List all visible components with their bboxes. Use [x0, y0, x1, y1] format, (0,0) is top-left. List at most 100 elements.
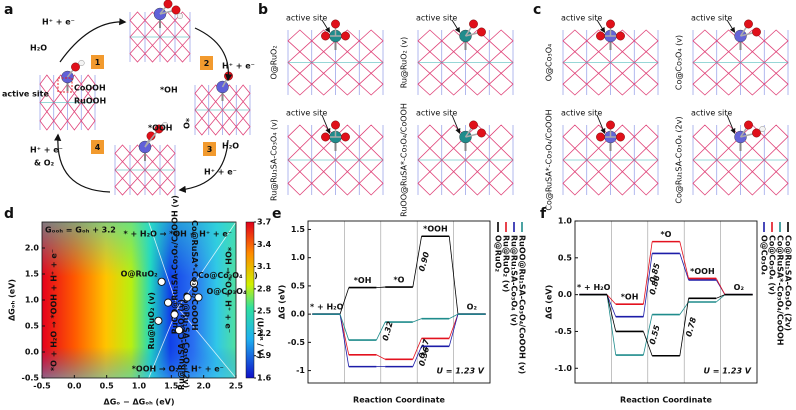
bond: [159, 177, 176, 196]
bond: [464, 171, 490, 196]
level-connector: [606, 294, 617, 317]
gap-label: 0.55: [648, 324, 662, 346]
pointer-arrow: [726, 114, 736, 134]
oxygen-atom: [469, 120, 478, 130]
level-connector: [643, 241, 653, 305]
cycle-arrow: [59, 18, 127, 63]
structure-label: Ru@RuO₂ (v): [400, 37, 409, 89]
bond: [488, 72, 514, 96]
cycle-arrow: [194, 27, 233, 82]
oxygen-atom: [596, 132, 605, 142]
crystal-lattice: [692, 124, 789, 196]
cycle-arrow: [54, 133, 111, 193]
y-tick-label: 1.5: [291, 225, 306, 234]
level-connector: [643, 331, 653, 356]
oxygen-atom: [331, 120, 340, 130]
x-axis-label: Reaction Coordinate: [620, 396, 712, 405]
hydrogen-atom: [759, 125, 766, 132]
point-label: Co@Co₃O₄ (v): [198, 271, 258, 280]
level-connector: [376, 286, 386, 289]
bond: [763, 72, 789, 96]
level-connector: [448, 314, 459, 347]
gap-label: 0.78: [684, 316, 698, 338]
structure-label: Co@Co₃O₄ (v): [675, 35, 684, 90]
point-label: Ru@RuO₂ (v): [147, 292, 156, 349]
data-point: [183, 293, 192, 302]
y-tick-label: 1.5: [25, 270, 40, 279]
step-number: 4: [95, 143, 101, 152]
gap-label: 0.32: [381, 320, 395, 342]
region-boundary: [148, 221, 179, 308]
y-tick-label: -1.0: [555, 364, 573, 373]
oxygen-atom: [331, 19, 340, 29]
bond: [763, 171, 789, 196]
level-connector: [412, 318, 422, 323]
bond: [417, 124, 443, 149]
data-point: [194, 293, 203, 302]
step-label: *OH: [621, 293, 639, 302]
y-tick-label: -0.5: [288, 338, 306, 347]
bond: [194, 84, 210, 103]
colorbar-tick-label: 2.5: [257, 307, 272, 316]
step-label: * + H₂O: [577, 283, 611, 292]
bond: [129, 11, 146, 30]
bond: [692, 72, 718, 96]
bond: [562, 29, 588, 53]
bond: [287, 124, 313, 149]
step-number: 2: [204, 59, 210, 68]
y-tick-label: 0.5: [25, 322, 40, 331]
level-connector: [716, 294, 726, 299]
active-site-label: active site: [691, 109, 732, 118]
bond: [144, 44, 161, 63]
panel-label: b: [258, 2, 268, 18]
level-connector: [715, 294, 726, 303]
legend-label: O@RuO₂: [494, 235, 503, 272]
bond: [692, 171, 718, 196]
bond: [441, 171, 467, 196]
cycle-label: H₂O: [30, 44, 47, 53]
oxygen-atom: [321, 31, 330, 41]
cycle-label: *O: [182, 118, 191, 129]
x-tick-label: 0.0: [67, 382, 82, 391]
bond: [562, 124, 588, 149]
active-site-label: active site: [561, 109, 602, 118]
active-site-label: active site: [416, 109, 457, 118]
bond: [358, 171, 384, 196]
step-number: 1: [95, 58, 101, 67]
bond: [739, 72, 765, 96]
step-label: * + H₂O: [310, 303, 344, 312]
bond: [488, 29, 514, 53]
bond: [334, 171, 360, 196]
crystal-lattice: [417, 29, 514, 96]
active-site-label: active site: [286, 14, 327, 23]
y-tick-label: -0.5: [555, 327, 573, 336]
y-axis-label: ΔGₒₕ (eV): [8, 279, 17, 321]
data-point: [175, 326, 184, 335]
bond: [53, 110, 68, 131]
data-point: [170, 310, 179, 319]
bond: [287, 171, 313, 196]
oxygen-atom: [744, 19, 753, 29]
active-site-label: active site: [691, 14, 732, 23]
bond: [464, 72, 490, 96]
bond: [562, 72, 588, 96]
step-label: *O: [661, 230, 672, 239]
bond: [692, 124, 718, 149]
oxygen-atom: [154, 124, 164, 134]
bond: [144, 177, 161, 196]
bond: [39, 110, 55, 131]
x-tick-label: 1.5: [164, 382, 179, 391]
bond: [334, 72, 360, 96]
x-tick-label: 2.5: [229, 382, 244, 391]
crystal-lattice: [562, 124, 659, 196]
y-tick-label: 1.0: [25, 296, 40, 305]
bond: [287, 29, 313, 53]
oxygen-atom: [469, 19, 478, 29]
panel-label: c: [533, 2, 541, 18]
level-connector: [679, 298, 689, 356]
x-axis-label: Reaction Coordinate: [353, 396, 445, 405]
pointer-arrow: [726, 19, 736, 33]
y-tick-label: 0.5: [291, 281, 306, 290]
hydrogen-atom: [161, 121, 168, 128]
point-label: Co@RuSA*-Co₃O₄/CoOOH: [190, 220, 199, 330]
